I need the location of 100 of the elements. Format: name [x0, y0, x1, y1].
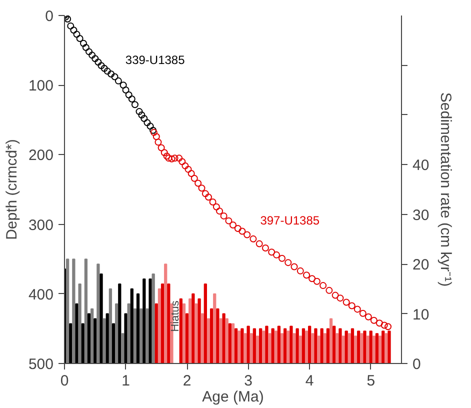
point — [262, 244, 269, 252]
bar — [268, 333, 272, 364]
point — [114, 77, 122, 84]
point — [194, 180, 202, 187]
point — [216, 208, 224, 215]
bar — [188, 298, 192, 364]
bar — [246, 326, 250, 364]
point — [131, 101, 138, 108]
x-tick-label: 3 — [244, 372, 252, 390]
x-tick-label: 4 — [305, 372, 314, 390]
point — [98, 62, 105, 70]
point — [244, 231, 251, 238]
bar — [357, 330, 360, 364]
point — [128, 96, 136, 103]
point — [204, 194, 212, 201]
bar — [66, 258, 70, 364]
point — [184, 166, 192, 173]
bar — [81, 323, 84, 364]
bar — [115, 303, 118, 364]
point — [100, 64, 108, 72]
bar — [320, 328, 324, 364]
point — [165, 154, 172, 162]
bar — [194, 303, 198, 364]
y-tick-label: 300 — [28, 216, 54, 234]
bar — [127, 303, 130, 364]
bar — [219, 318, 222, 364]
y-tick-label: 400 — [28, 286, 54, 304]
bar — [290, 326, 293, 364]
bar — [286, 330, 290, 364]
bar — [271, 328, 274, 364]
bar — [210, 308, 214, 364]
bar — [108, 288, 112, 364]
point — [234, 224, 242, 232]
bar — [284, 328, 287, 364]
series-label: 339-U1385 — [125, 53, 186, 68]
bar — [142, 278, 146, 364]
point — [171, 154, 178, 162]
point — [190, 174, 198, 182]
point — [380, 322, 388, 329]
y2-tick-label: 30 — [412, 206, 430, 224]
point — [359, 310, 366, 317]
point — [364, 313, 372, 320]
point — [256, 240, 263, 248]
bar — [323, 333, 326, 364]
bar — [148, 278, 152, 364]
bar — [240, 328, 244, 364]
point — [212, 203, 220, 210]
point — [182, 162, 189, 170]
bar — [234, 328, 238, 364]
bar — [250, 333, 253, 364]
point — [198, 184, 206, 192]
bar — [378, 336, 382, 364]
point — [220, 212, 228, 220]
point — [326, 286, 333, 294]
bar — [87, 313, 91, 364]
point — [354, 306, 361, 313]
bar — [338, 328, 342, 364]
bar — [225, 318, 228, 364]
point — [120, 82, 127, 89]
bar — [280, 333, 284, 364]
x-tick-label: 0 — [60, 372, 69, 390]
point — [268, 248, 276, 256]
point — [88, 52, 96, 59]
point — [168, 155, 176, 162]
point — [82, 44, 90, 52]
point — [146, 122, 154, 130]
point — [313, 278, 320, 285]
bar — [238, 330, 241, 364]
bar — [382, 330, 385, 364]
bar — [75, 303, 78, 364]
annotation: Hiatus — [169, 300, 182, 332]
bar — [78, 283, 82, 364]
bar — [192, 293, 195, 364]
point — [108, 70, 115, 78]
point — [122, 86, 130, 94]
point — [370, 316, 378, 324]
point — [273, 251, 280, 258]
bar — [182, 303, 186, 364]
bar — [69, 323, 72, 364]
point — [376, 320, 383, 327]
point — [111, 73, 118, 80]
x-axis-title: Age (Ma) — [202, 388, 264, 406]
bar — [164, 264, 168, 364]
bar — [304, 330, 308, 364]
bar — [213, 293, 216, 364]
bar — [118, 283, 122, 364]
y-tick-label: 100 — [28, 78, 54, 95]
bar — [329, 318, 333, 364]
bar — [152, 274, 155, 364]
point — [144, 119, 151, 126]
y-tick-label: 500 — [28, 356, 54, 373]
point — [125, 91, 132, 98]
point — [80, 40, 87, 47]
point — [70, 26, 78, 34]
x-tick-label: 2 — [182, 372, 192, 390]
point — [342, 298, 350, 306]
series-label: 397-U1385 — [260, 213, 320, 228]
point — [225, 217, 232, 224]
bar — [342, 336, 345, 364]
point — [160, 149, 168, 156]
